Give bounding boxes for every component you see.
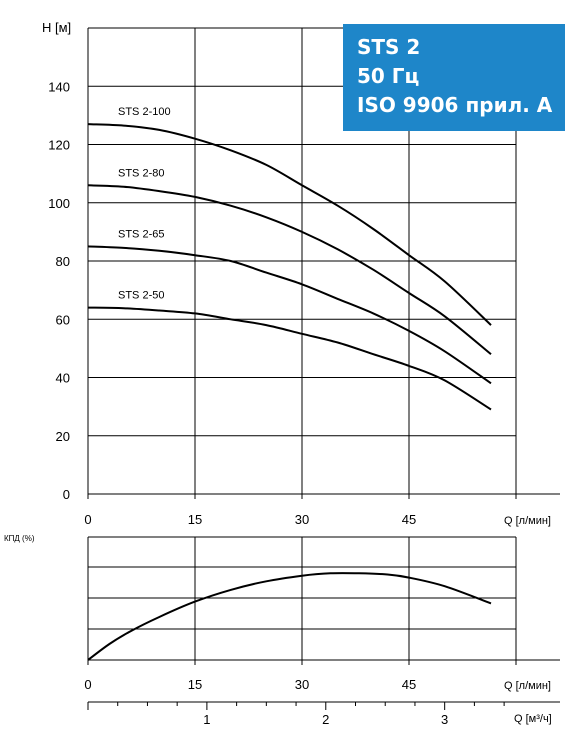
efficiency-curve [87, 572, 492, 661]
efficiency-chart-x-axis-label: Q [л/мин] [504, 680, 551, 692]
efficiency-axis-label: КПД (%) [4, 534, 35, 543]
flow-m3h-ticks: 1 2 3 [87, 701, 560, 727]
title-line-model: STS 2 [357, 35, 421, 59]
flow-m3h-tick-label: 3 [441, 712, 448, 727]
head-y-tick-label: 120 [48, 138, 70, 153]
curve-sts-2-65 [87, 245, 492, 385]
head-chart-x-axis-label: Q [л/мин] [504, 515, 551, 527]
curve-label-sts-2-65: STS 2-65 [118, 228, 164, 240]
head-x-tick-label: 0 [84, 512, 91, 527]
flow-m3h-axis: 1 2 3 Q [м³/ч] [87, 701, 560, 727]
curve-sts-2-80 [87, 184, 492, 355]
flow-m3h-axis-label: Q [м³/ч] [514, 713, 552, 725]
curve-label-sts-2-50: STS 2-50 [118, 290, 164, 302]
title-box: STS 2 50 Гц ISO 9906 прил. A [343, 24, 565, 131]
head-y-tick-label: 140 [48, 79, 70, 94]
head-x-tick-label: 30 [295, 512, 309, 527]
efficiency-chart-curves [87, 572, 492, 661]
head-chart-curves [87, 123, 492, 411]
head-chart-curve-labels: STS 2-100 STS 2-80 STS 2-65 STS 2-50 [118, 106, 171, 301]
title-line-frequency: 50 Гц [357, 64, 420, 88]
efficiency-chart-grid [87, 536, 560, 665]
efficiency-x-tick-label: 0 [84, 677, 91, 692]
flow-m3h-tick-label: 1 [203, 712, 210, 727]
curve-label-sts-2-80: STS 2-80 [118, 167, 164, 179]
head-y-tick-label: 40 [56, 371, 70, 386]
head-chart-tick-labels: 0 20 40 60 80 100 120 140 0 15 30 45 [48, 79, 416, 527]
head-y-tick-label: 100 [48, 196, 70, 211]
head-x-tick-label: 45 [402, 512, 416, 527]
efficiency-x-tick-label: 30 [295, 677, 309, 692]
efficiency-x-tick-label: 45 [402, 677, 416, 692]
curve-sts-2-50 [87, 306, 492, 411]
head-x-tick-label: 15 [188, 512, 202, 527]
head-axis-label: H [м] [42, 20, 71, 35]
flow-m3h-tick-label: 2 [322, 712, 329, 727]
title-line-standard: ISO 9906 прил. A [357, 93, 553, 117]
head-y-tick-label: 80 [56, 254, 70, 269]
head-y-tick-label: 60 [56, 312, 70, 327]
curve-label-sts-2-100: STS 2-100 [118, 106, 171, 118]
efficiency-chart-tick-labels: 0 15 30 45 [84, 677, 416, 692]
efficiency-chart: 0 15 30 45 КПД (%) Q [л/мин] [4, 534, 560, 692]
curve-sts-2-100 [87, 123, 492, 326]
head-y-tick-label: 20 [56, 429, 70, 444]
head-y-tick-label: 0 [63, 487, 70, 502]
efficiency-x-tick-label: 15 [188, 677, 202, 692]
